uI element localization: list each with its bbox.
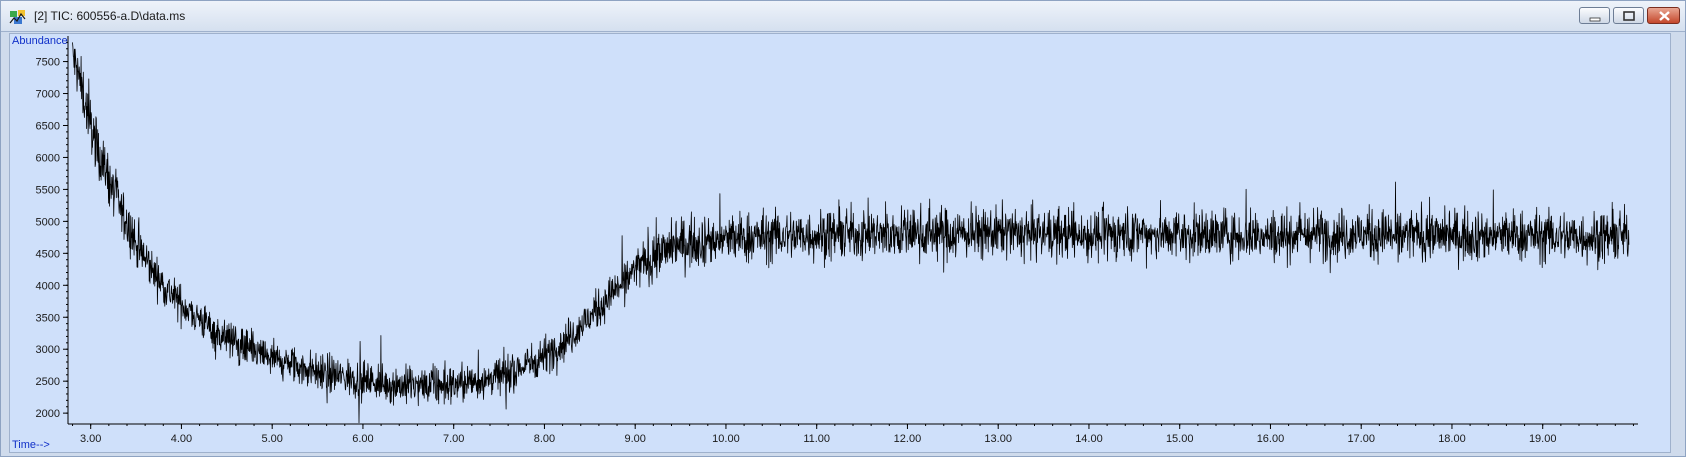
y-tick-label: 2000 bbox=[36, 408, 60, 420]
x-tick-label: 13.00 bbox=[984, 433, 1012, 445]
minimize-button[interactable] bbox=[1579, 7, 1610, 24]
x-tick-label: 17.00 bbox=[1347, 433, 1375, 445]
y-tick-label: 7500 bbox=[36, 57, 60, 69]
x-tick-label: 19.00 bbox=[1529, 433, 1557, 445]
x-tick-label: 11.00 bbox=[803, 433, 830, 445]
y-tick-label: 6000 bbox=[36, 152, 60, 164]
x-tick-label: 3.00 bbox=[80, 433, 101, 445]
window-title: [2] TIC: 600556-a.D\data.ms bbox=[34, 9, 186, 23]
x-tick-label: 15.00 bbox=[1166, 433, 1194, 445]
y-tick-label: 7000 bbox=[36, 89, 60, 101]
title-bar[interactable]: [2] TIC: 600556-a.D\data.ms bbox=[1, 1, 1685, 32]
y-tick-label: 3000 bbox=[36, 344, 60, 356]
x-tick-label: 7.00 bbox=[443, 433, 464, 445]
x-tick-label: 5.00 bbox=[261, 433, 282, 445]
close-button[interactable] bbox=[1647, 7, 1680, 24]
minimize-icon bbox=[1589, 17, 1601, 22]
tic-trace bbox=[72, 42, 1630, 424]
chart-plot-area[interactable]: 2000 2500 3000 3500 4000 4500 5000 5500 6000 6500… bbox=[9, 33, 1671, 453]
y-tick-label: 4500 bbox=[36, 248, 60, 260]
chromatogram-app-icon bbox=[9, 10, 26, 24]
y-tick-label: 4000 bbox=[36, 280, 60, 292]
x-tick-label: 12.00 bbox=[894, 433, 922, 445]
y-tick-label: 2500 bbox=[36, 376, 60, 388]
x-tick-label: 9.00 bbox=[624, 433, 645, 445]
maximize-button[interactable] bbox=[1613, 7, 1644, 24]
y-axis-label: Abundance bbox=[12, 35, 68, 47]
x-tick-label: 10.00 bbox=[712, 433, 740, 445]
y-tick-label: 6500 bbox=[36, 120, 60, 132]
y-tick-label: 5500 bbox=[36, 184, 60, 196]
x-axis-label: Time--> bbox=[12, 439, 50, 451]
close-icon bbox=[1659, 11, 1670, 21]
x-tick-label: 18.00 bbox=[1438, 433, 1466, 445]
x-tick-label: 6.00 bbox=[352, 433, 373, 445]
tic-chart[interactable]: 2000 2500 3000 3500 4000 4500 5000 5500 6000 6500… bbox=[10, 34, 1670, 452]
x-tick-label: 14.00 bbox=[1075, 433, 1103, 445]
y-tick-label: 5000 bbox=[36, 216, 60, 228]
maximize-icon bbox=[1623, 11, 1635, 21]
x-tick-label: 8.00 bbox=[534, 433, 555, 445]
y-tick-label: 3500 bbox=[36, 312, 60, 324]
x-tick-label: 16.00 bbox=[1257, 433, 1285, 445]
x-tick-label: 4.00 bbox=[171, 433, 192, 445]
